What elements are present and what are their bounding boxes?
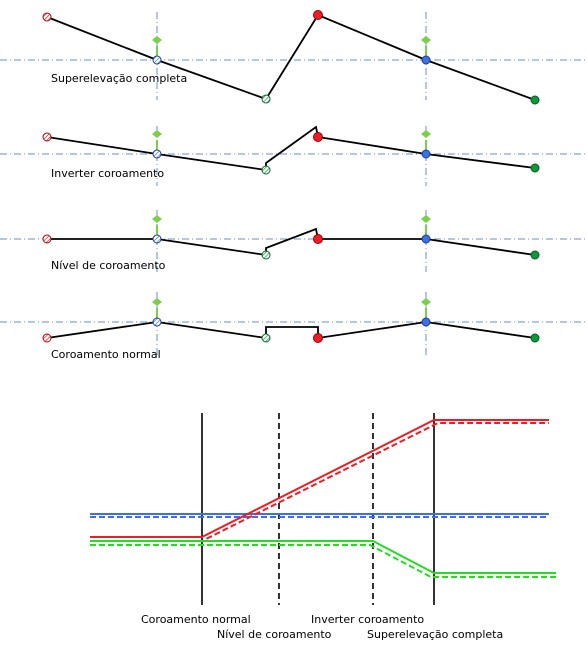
point: [152, 317, 162, 327]
point: [421, 317, 431, 327]
point: [42, 132, 52, 142]
point: [42, 333, 52, 343]
profile-label: Nível de coroamento: [217, 628, 332, 641]
profile-label: Superelevação completa: [367, 628, 503, 641]
point: [313, 234, 323, 244]
section-label: Inverter coroamento: [51, 167, 164, 180]
point: [261, 250, 271, 260]
point: [530, 163, 540, 173]
section-label: Superelevação completa: [51, 72, 187, 85]
point: [152, 149, 162, 159]
cross-section-profile: [46, 321, 536, 340]
red-dashed-line: [90, 422, 549, 542]
profile-label: Coroamento normal: [141, 613, 251, 626]
cross-section-profile: [46, 125, 536, 172]
point: [530, 250, 540, 260]
superelevation-profile: Coroamento normal Inverter coroamento Ní…: [90, 413, 556, 641]
point: [313, 333, 323, 343]
point: [313, 132, 323, 142]
section-superelevacao-completa: Superelevação completa: [0, 10, 587, 105]
point: [313, 10, 323, 20]
point: [421, 55, 431, 65]
point: [421, 234, 431, 244]
section-nivel-de-coroamento: Nível de coroamento: [0, 210, 587, 272]
point: [261, 94, 271, 104]
green-dashed-line: [90, 544, 556, 578]
section-label: Nível de coroamento: [51, 259, 166, 272]
point: [530, 333, 540, 343]
point: [42, 234, 52, 244]
red-solid-line: [90, 419, 549, 538]
cross-section-profile: [47, 227, 536, 257]
point: [152, 55, 162, 65]
green-solid-line: [90, 540, 556, 574]
point: [261, 333, 271, 343]
point: [261, 165, 271, 175]
cross-section-profile: [46, 13, 536, 101]
point: [421, 149, 431, 159]
point: [152, 234, 162, 244]
profile-label: Inverter coroamento: [311, 613, 424, 626]
section-label: Coroamento normal: [51, 348, 161, 361]
point: [530, 95, 540, 105]
section-inverter-coroamento: Inverter coroamento: [0, 125, 587, 186]
section-coroamento-normal: Coroamento normal: [0, 292, 587, 361]
point: [42, 12, 52, 22]
